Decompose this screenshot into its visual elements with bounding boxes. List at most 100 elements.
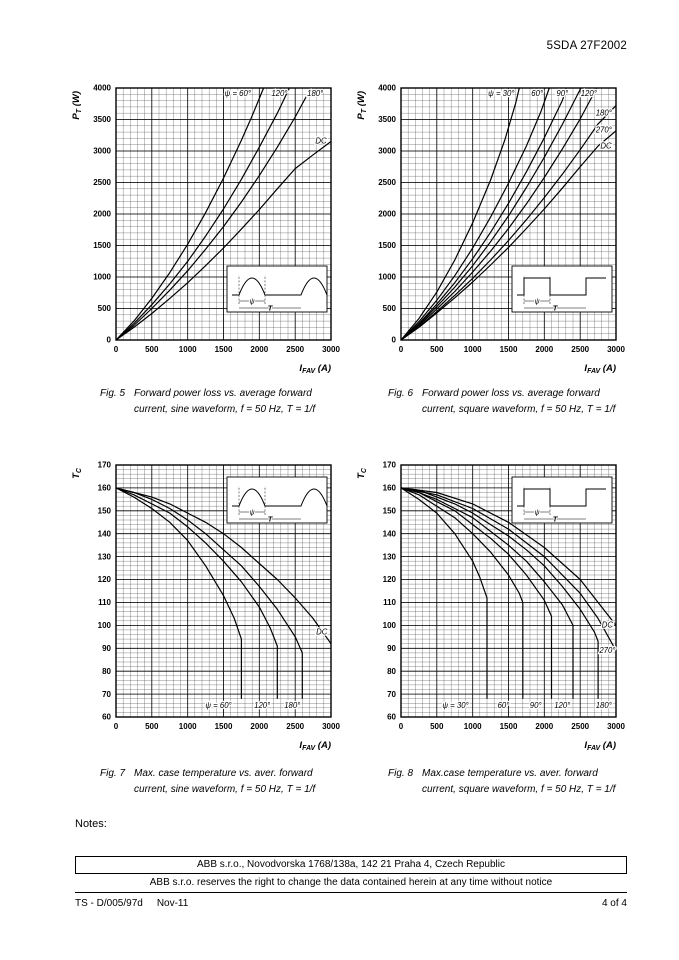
svg-text:2000: 2000	[535, 345, 553, 354]
fig8-caption-text: Max.case temperature vs. aver. forward c…	[422, 768, 616, 795]
document-code: 5SDA 27F2002	[546, 40, 627, 52]
curve-psi-60	[400, 87, 550, 341]
inset-period-label: T	[553, 515, 559, 524]
curve-psi-90	[400, 87, 568, 341]
svg-text:140: 140	[383, 529, 397, 538]
page-footer: ABB s.r.o., Novodvorska 1768/138a, 142 2…	[75, 856, 627, 909]
fig6-caption-text: Forward power loss vs. average forward c…	[422, 388, 616, 415]
curve-label-psi-180: 180°	[596, 109, 612, 118]
svg-text:2000: 2000	[250, 345, 268, 354]
fig5-power-loss-sine-chart: 0 500 1000 1500 2000 2500 3000 0 500 1000 1500 2000…	[71, 84, 340, 376]
svg-text:1500: 1500	[500, 722, 518, 731]
svg-text:3000: 3000	[322, 722, 340, 731]
svg-text:0: 0	[114, 345, 119, 354]
fig8-caption-label: Fig. 8	[388, 768, 414, 779]
svg-text:1500: 1500	[93, 241, 111, 250]
curve-psi-120	[400, 487, 574, 699]
svg-text:80: 80	[387, 667, 396, 676]
tick-labels: 0 500 1000 1500 2000 2500 3000 0 500 1000 1500 2000…	[378, 84, 625, 354]
inset-psi-label: ψ	[534, 510, 539, 517]
notes-label: Notes:	[75, 818, 107, 830]
x-axis-label: IFAV (A)	[584, 363, 616, 375]
page-indicator: 4 of 4	[601, 898, 627, 909]
svg-text:120: 120	[98, 575, 112, 584]
svg-text:1500: 1500	[215, 345, 233, 354]
curve-psi-30	[400, 487, 488, 699]
svg-text:2500: 2500	[286, 722, 304, 731]
svg-text:3500: 3500	[378, 115, 396, 124]
svg-text:4000: 4000	[378, 84, 396, 93]
square-waveform-inset	[511, 476, 613, 524]
inset-period-label: T	[268, 304, 274, 313]
svg-text:4000: 4000	[93, 84, 111, 93]
y-axis-label: PT (W)	[71, 91, 83, 120]
curve-label-psi-270: 270°	[595, 126, 612, 135]
square-waveform-inset	[511, 265, 613, 313]
svg-text:1500: 1500	[378, 241, 396, 250]
curve-dc	[400, 487, 617, 626]
inset-psi-label: ψ	[534, 299, 539, 306]
svg-text:110: 110	[98, 598, 111, 607]
curve-psi-180	[400, 487, 599, 699]
svg-text:0: 0	[392, 336, 397, 345]
curve-label-dc: DC	[315, 136, 327, 145]
svg-text:500: 500	[430, 345, 444, 354]
inset-period-label: T	[553, 304, 559, 313]
svg-text:3000: 3000	[607, 722, 625, 731]
curve-dc	[400, 130, 617, 341]
footer-left: TS - D/005/97d Nov-11	[75, 898, 188, 909]
company-address: ABB s.r.o., Novodvorska 1768/138a, 142 2…	[197, 859, 505, 870]
tick-labels: 0 500 1000 1500 2000 2500 3000 60 70 80 90 100 110 12…	[383, 461, 626, 731]
tick-labels: 0 500 1000 1500 2000 2500 3000 0 500 1000 1500 2000…	[93, 84, 340, 354]
document-reference: TS - D/005/97d	[75, 898, 143, 909]
curve-label-dc: DC	[600, 142, 612, 151]
curve-label-psi-120: 120°	[271, 89, 287, 98]
curve-psi-60	[400, 487, 524, 699]
svg-text:130: 130	[98, 552, 112, 561]
svg-text:1500: 1500	[215, 722, 233, 731]
fig5-caption-text: Forward power loss vs. average forward c…	[134, 388, 316, 415]
curve-label-psi-90: 90°	[556, 89, 568, 98]
curve-label-dc: DC	[316, 628, 328, 637]
curve-label-psi-30: ψ = 30°	[488, 89, 514, 98]
svg-text:3000: 3000	[93, 147, 111, 156]
svg-text:0: 0	[399, 722, 404, 731]
x-axis-label: IFAV (A)	[299, 363, 331, 375]
svg-text:150: 150	[383, 507, 397, 516]
tick-labels: 0 500 1000 1500 2000 2500 3000 60 70 80 90 100 110 12…	[98, 461, 341, 731]
svg-text:500: 500	[98, 304, 112, 313]
svg-text:70: 70	[387, 690, 396, 699]
svg-text:2500: 2500	[571, 345, 589, 354]
svg-text:0: 0	[114, 722, 119, 731]
disclaimer-text: ABB s.r.o. reserves the right to change …	[149, 877, 553, 888]
plot-frame	[400, 464, 617, 718]
svg-text:2000: 2000	[250, 722, 268, 731]
svg-text:80: 80	[102, 667, 111, 676]
svg-text:110: 110	[383, 598, 396, 607]
curve-dc	[115, 487, 332, 645]
plot-frame	[115, 464, 332, 718]
svg-text:0: 0	[399, 345, 404, 354]
sine-waveform-inset	[226, 476, 328, 524]
major-grid	[400, 464, 617, 718]
curve-psi-180	[400, 87, 598, 341]
curve-label-psi-180: 180°	[307, 89, 323, 98]
fig7-case-temp-sine-chart: 0 500 1000 1500 2000 2500 3000 60 70 80 90 100 110 12…	[71, 461, 341, 753]
fig6-caption: Fig. 6 Forward power loss vs. average fo…	[388, 386, 618, 417]
curve-psi-90	[400, 487, 553, 699]
curve-psi-120	[115, 87, 290, 341]
fig8-case-temp-square-chart: 0 500 1000 1500 2000 2500 3000 60 70 80 90 100 110 12…	[356, 461, 626, 753]
svg-text:140: 140	[98, 529, 112, 538]
curve-label-psi-180: 180°	[284, 701, 300, 710]
curve-label-dc: DC	[602, 621, 614, 630]
svg-text:1000: 1000	[464, 722, 482, 731]
document-date: Nov-11	[156, 898, 189, 909]
curve-dc	[115, 141, 332, 341]
fig8-caption: Fig. 8 Max.case temperature vs. aver. fo…	[388, 766, 618, 797]
curve-psi-180	[115, 87, 312, 341]
svg-text:3000: 3000	[607, 345, 625, 354]
svg-text:90: 90	[102, 644, 111, 653]
svg-text:2500: 2500	[93, 178, 111, 187]
curve-psi-60	[115, 487, 242, 699]
y-axis-label: PT (W)	[356, 91, 368, 120]
